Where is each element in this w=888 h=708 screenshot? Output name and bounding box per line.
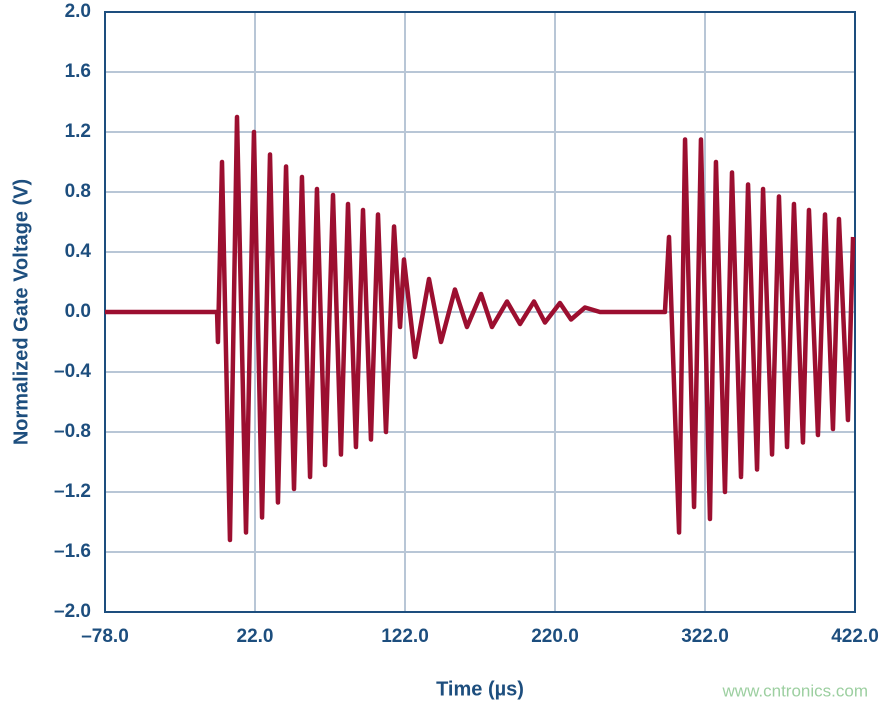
- x-axis-label: Time (µs): [436, 678, 524, 700]
- y-tick-label: –1.2: [54, 481, 91, 502]
- x-tick-label: 220.0: [531, 626, 579, 647]
- y-tick-label: 2.0: [65, 1, 91, 22]
- y-tick-label: 1.6: [65, 61, 91, 82]
- y-axis-label: Normalized Gate Voltage (V): [10, 179, 32, 445]
- x-tick-label: 22.0: [237, 626, 274, 647]
- x-tick-label: 322.0: [681, 626, 729, 647]
- x-tick-label: –78.0: [81, 626, 129, 647]
- watermark: www.cntronics.com: [722, 681, 868, 700]
- data-line: [105, 114, 856, 543]
- y-tick-label: –2.0: [54, 601, 91, 622]
- y-tick-label: –0.8: [54, 421, 91, 442]
- y-tick-label: 1.2: [65, 121, 91, 142]
- y-tick-label: –1.6: [54, 541, 91, 562]
- y-tick-label: 0.0: [65, 301, 91, 322]
- x-tick-label: 422.0: [831, 626, 879, 647]
- x-tick-label: 122.0: [381, 626, 429, 647]
- y-tick-label: 0.4: [65, 241, 92, 262]
- y-tick-label: 0.8: [65, 181, 91, 202]
- y-tick-label: –0.4: [54, 361, 91, 382]
